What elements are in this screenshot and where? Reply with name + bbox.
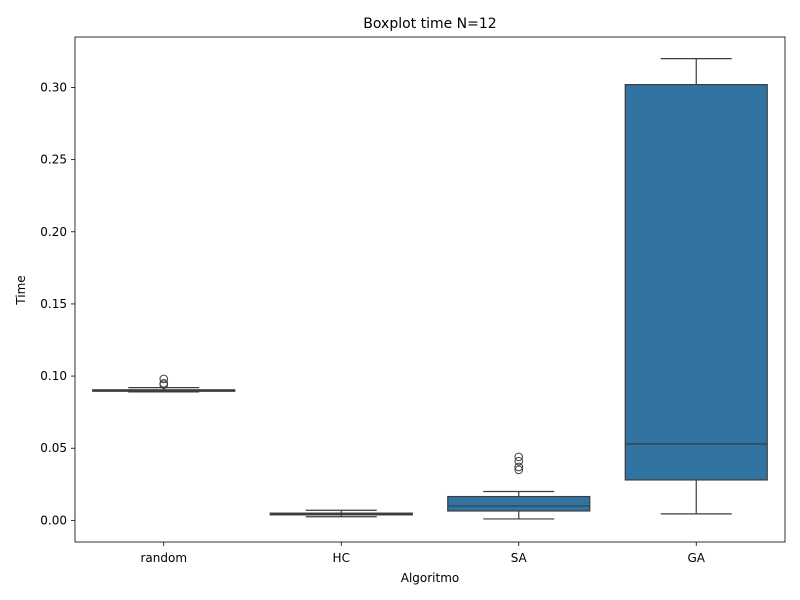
x-tick-label: random	[140, 551, 187, 565]
chart-title: Boxplot time N=12	[363, 16, 496, 32]
outlier-point	[159, 374, 169, 384]
x-tick-label: SA	[511, 551, 528, 565]
x-axis-ticks: random HC SA GA	[140, 542, 706, 565]
y-tick-label: 0.05	[40, 441, 67, 455]
y-tick-label: 0.30	[40, 81, 67, 95]
y-axis-title: Time	[14, 275, 28, 305]
x-tick-label: GA	[687, 551, 705, 565]
y-tick-label: 0.00	[40, 513, 67, 527]
box-hc	[269, 509, 413, 518]
outlier-point	[514, 462, 524, 472]
box-sa	[447, 452, 591, 520]
box-random	[92, 374, 236, 393]
outlier-point	[514, 452, 524, 462]
y-tick-label: 0.15	[40, 297, 67, 311]
box-ga	[624, 58, 768, 515]
y-axis-ticks: 0.00 0.05 0.10 0.15 0.20 0.25 0.30	[40, 81, 75, 527]
y-tick-label: 0.25	[40, 153, 67, 167]
outlier-point	[514, 456, 524, 466]
x-axis-title: Algoritmo	[401, 571, 460, 585]
axes-frame	[74, 36, 786, 543]
box-body-sa	[447, 495, 591, 512]
y-tick-label: 0.20	[40, 225, 67, 239]
box-body-ga	[624, 84, 768, 481]
x-tick-label: HC	[333, 551, 350, 565]
y-tick-label: 0.10	[40, 369, 67, 383]
plot-area	[92, 58, 768, 520]
outlier-point	[514, 465, 524, 475]
outlier-point	[159, 378, 169, 388]
